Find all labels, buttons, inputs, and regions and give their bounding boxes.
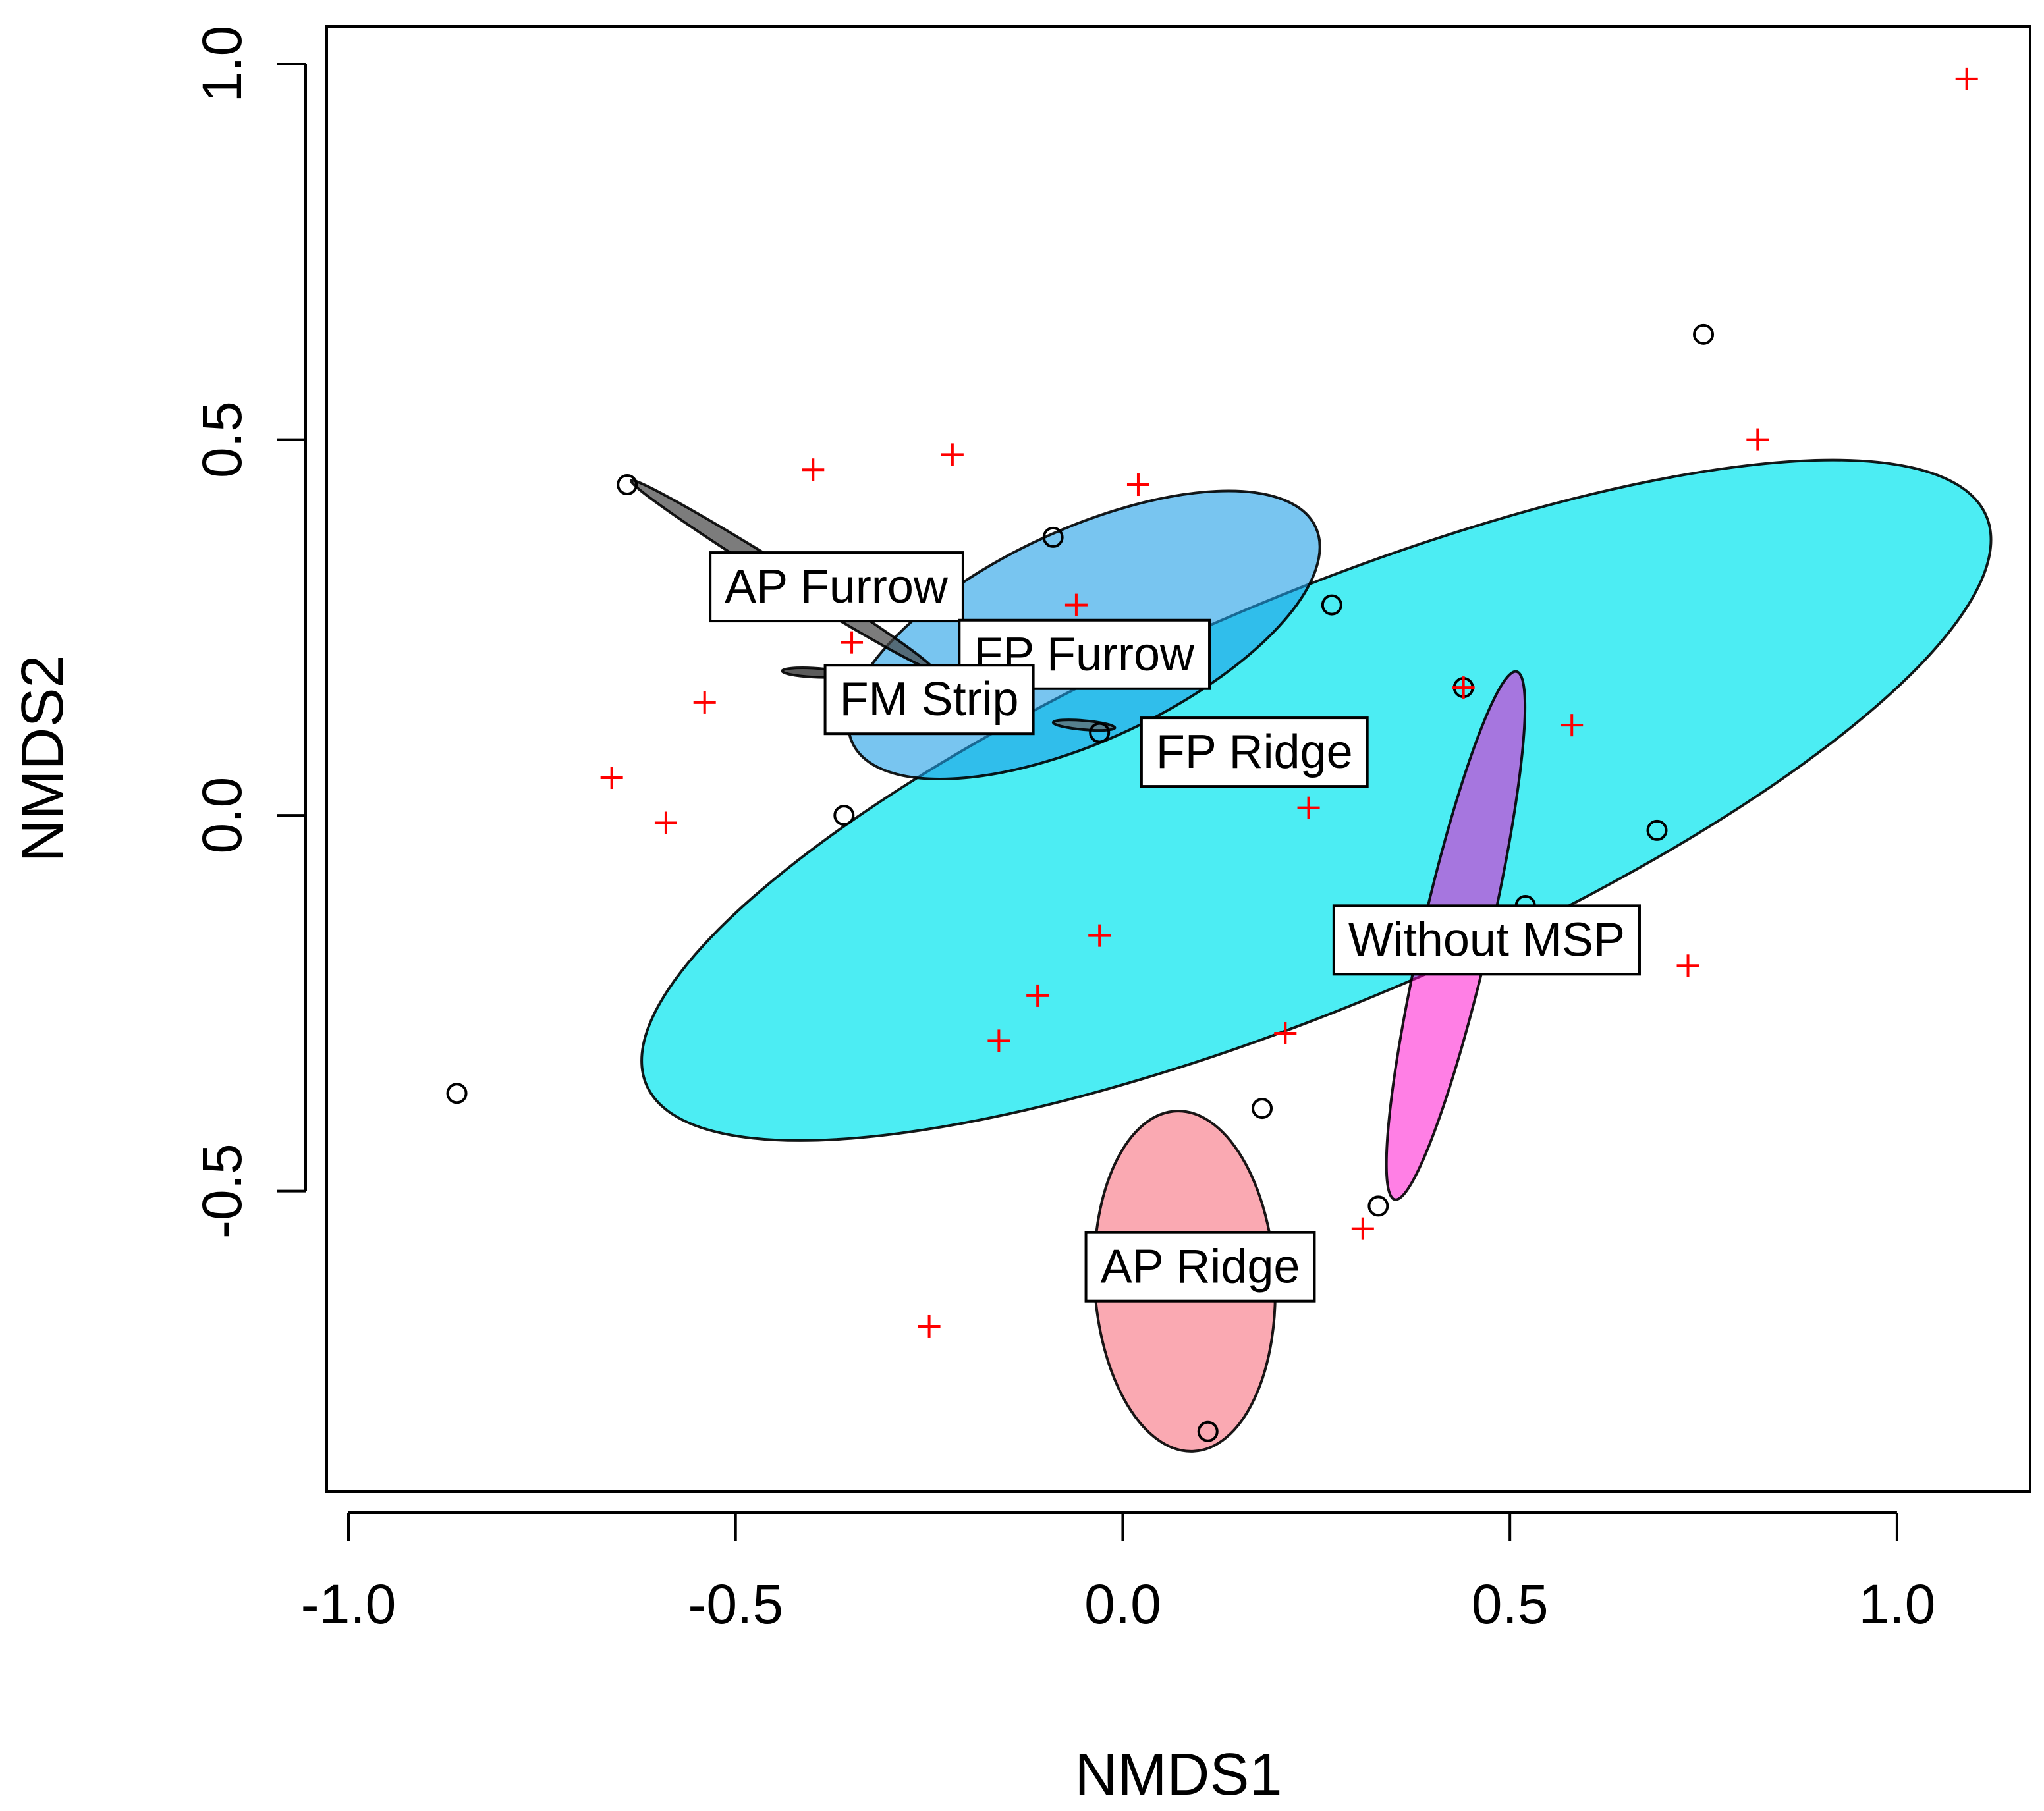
group-label-ap-ridge: AP Ridge xyxy=(1084,1231,1316,1303)
species-point xyxy=(1955,67,1978,90)
x-axis-title: NMDS1 xyxy=(1074,1742,1282,1808)
ordination-points xyxy=(446,67,1978,1442)
species-point xyxy=(841,631,864,654)
group-label-without-msp: Without MSP xyxy=(1332,904,1641,976)
species-point xyxy=(1064,593,1088,616)
y-tick-label: 0.5 xyxy=(191,401,253,478)
species-point xyxy=(1274,1021,1297,1044)
site-point xyxy=(617,474,638,496)
species-point xyxy=(1351,1217,1374,1240)
group-label-fm-strip: FM Strip xyxy=(823,664,1035,736)
species-point xyxy=(600,767,623,790)
x-tick-label: -0.5 xyxy=(688,1573,783,1635)
species-point xyxy=(693,691,716,714)
species-point xyxy=(1561,714,1584,737)
x-tick-label: 0.0 xyxy=(1084,1573,1161,1635)
y-tick-label: 0.0 xyxy=(191,777,253,854)
svg-text:AP Furrow: AP Furrow xyxy=(725,560,949,613)
species-point xyxy=(802,458,825,481)
site-point xyxy=(1646,819,1668,841)
site-point xyxy=(446,1083,468,1104)
plot-frame xyxy=(325,25,2031,1493)
site-point xyxy=(1252,1098,1273,1120)
species-point xyxy=(1297,796,1320,819)
svg-text:FM Strip: FM Strip xyxy=(840,673,1019,726)
group-label-fp-ridge: FP Ridge xyxy=(1140,716,1369,788)
x-axis: -1.0 -0.5 0.0 0.5 1.0 xyxy=(301,1511,1936,1635)
x-tick-label: 0.5 xyxy=(1472,1573,1549,1635)
svg-text:FP Ridge: FP Ridge xyxy=(1156,726,1353,778)
ellipse-fp-ridge-inner- xyxy=(1051,718,1117,732)
site-point xyxy=(1089,722,1111,743)
x-tick-label: -1.0 xyxy=(301,1573,397,1635)
site-point xyxy=(1367,1195,1389,1217)
site-point xyxy=(1197,1420,1219,1442)
site-point xyxy=(1042,526,1064,548)
site-point xyxy=(833,805,855,826)
species-point xyxy=(941,443,964,466)
species-point xyxy=(1676,954,1699,977)
site-point xyxy=(1693,323,1715,345)
species-point xyxy=(918,1314,941,1338)
y-axis: -0.5 0.0 0.5 1.0 xyxy=(191,26,307,1239)
y-axis-title: NMDS2 xyxy=(10,655,76,862)
species-point xyxy=(987,1029,1010,1052)
svg-text:AP Ridge: AP Ridge xyxy=(1101,1241,1300,1293)
y-tick-label: -0.5 xyxy=(191,1143,253,1239)
x-tick-label: 1.0 xyxy=(1859,1573,1936,1635)
y-tick-label: 1.0 xyxy=(191,26,253,103)
species-point xyxy=(1126,473,1149,497)
svg-text:Without MSP: Without MSP xyxy=(1348,913,1625,966)
species-point xyxy=(1088,924,1111,947)
species-point xyxy=(1746,428,1769,451)
species-point xyxy=(1452,676,1475,699)
species-point xyxy=(654,811,677,834)
group-label-ap-furrow: AP Furrow xyxy=(709,551,964,623)
site-point xyxy=(1321,594,1342,616)
species-point xyxy=(1026,984,1049,1007)
